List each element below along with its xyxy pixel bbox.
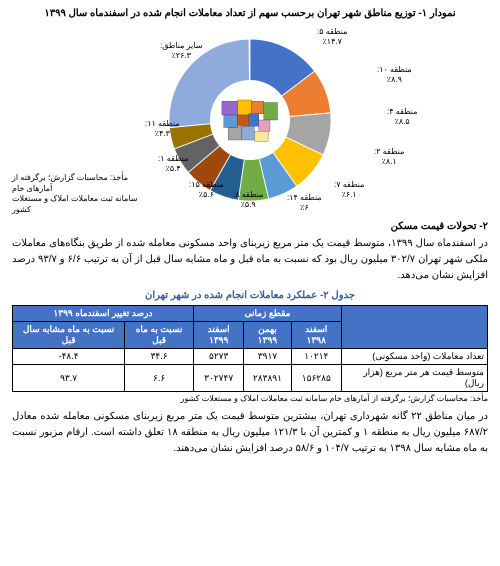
segment-label: منطقه ۱۴:٪۶ — [287, 193, 322, 212]
segment-label: سایر مناطق:٪۲۶.۳ — [160, 41, 202, 60]
r1-c1: ۱۰۲۱۴ — [291, 349, 341, 365]
transactions-table: مقطع زمانی درصد تغییر اسفندماه ۱۳۹۹ اسفن… — [12, 305, 488, 392]
segment-label: منطقه ۵:٪۱۴.۷ — [317, 27, 347, 46]
r1-c3: ۵۲۷۳ — [193, 349, 243, 365]
r1-c2: ۳۹۱۷ — [244, 349, 291, 365]
th-period: مقطع زمانی — [193, 306, 341, 322]
r2-c1: ۱۵۶۲۸۵ — [291, 365, 341, 392]
r2-c4: ۶.۶ — [125, 365, 194, 392]
segment-label: منطقه ۱۰:٪۸.۹ — [377, 65, 412, 84]
th-c4: نسبت به ماه قبل — [125, 322, 194, 349]
r1-c4: ۳۴.۶ — [125, 349, 194, 365]
segment-label: منطقه ۸:٪۵.۹ — [233, 190, 263, 209]
r1-c5: ۴۸.۴- — [13, 349, 125, 365]
r1-label: تعداد معاملات (واحد مسکونی) — [342, 349, 488, 365]
donut-chart: منطقه ۵:٪۱۴.۷ منطقه ۱۰:٪۸.۹ منطقه ۴:٪۸.۵ من… — [12, 25, 488, 215]
th-blank — [342, 306, 488, 349]
segment-label: منطقه ۱:٪۵.۴ — [158, 154, 188, 173]
r2-c3: ۳۰۲۷۴۷ — [193, 365, 243, 392]
paragraph-2: در میان مناطق ۲۲ گانه شهرداری تهران، بیش… — [12, 409, 488, 457]
segment-label: منطقه ۲:٪۸.۱ — [374, 147, 404, 166]
segment-label: منطقه ۱۵:٪۵.۶ — [189, 180, 224, 199]
paragraph-1: در اسفندماه سال ۱۳۹۹، متوسط قیمت یک متر … — [12, 236, 488, 284]
tehran-map-icon — [212, 82, 288, 158]
th-c5: نسبت به ماه مشابه سال قبل — [13, 322, 125, 349]
chart-title: نمودار ۱- توزیع مناطق شهر تهران برحسب سه… — [12, 8, 488, 19]
segment-label: منطقه ۴:٪۸.۵ — [387, 107, 417, 126]
r2-c5: ۹۳.۷ — [13, 365, 125, 392]
table-source: مأخذ: محاسبات گزارش؛ برگرفته از آمارهای … — [12, 394, 488, 403]
table-title: جدول ۲- عملکرد معاملات انجام شده در شهر … — [12, 290, 488, 301]
r2-c2: ۲۸۳۸۹۱ — [244, 365, 291, 392]
chart-source-note: مأخذ: محاسبات گزارش؛ برگرفته از آمارهای … — [12, 173, 142, 215]
segment-label: منطقه ۷:٪۶.۱ — [334, 180, 364, 199]
r2-label: متوسط قیمت هر متر مربع (هزار ریال) — [342, 365, 488, 392]
segment-label: منطقه ۱۱:٪۴.۳ — [145, 119, 180, 138]
th-change: درصد تغییر اسفندماه ۱۳۹۹ — [13, 306, 194, 322]
th-c1: اسفند ۱۳۹۸ — [291, 322, 341, 349]
th-c2: بهمن ۱۳۹۹ — [244, 322, 291, 349]
th-c3: اسفند ۱۳۹۹ — [193, 322, 243, 349]
section-heading: ۲- تحولات قیمت مسکن — [12, 221, 488, 232]
